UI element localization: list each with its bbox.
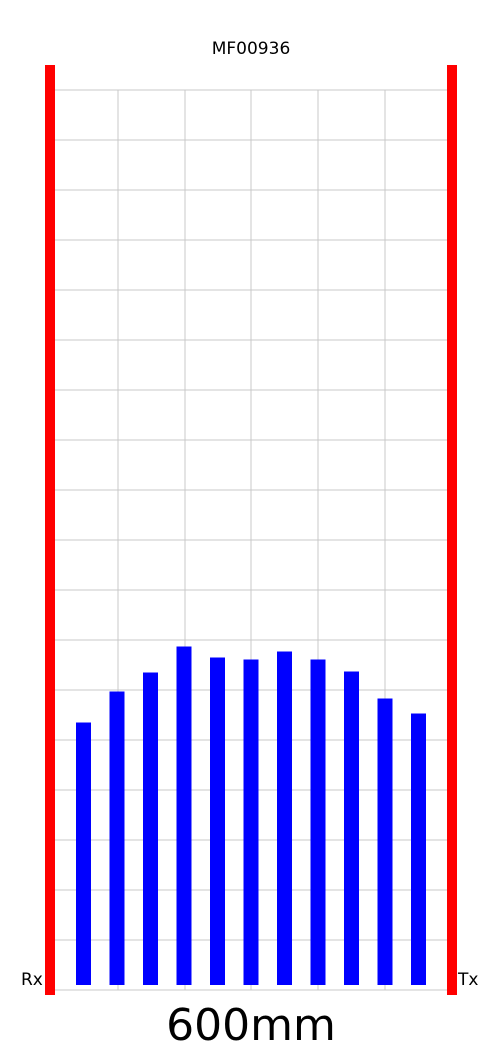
- beam-bar: [344, 671, 359, 985]
- beam-bar: [210, 657, 225, 985]
- transmitter-label: Tx: [457, 970, 478, 990]
- transmitter-bar: [447, 65, 457, 995]
- beam-bar: [310, 659, 326, 985]
- beam-bar: [109, 691, 125, 985]
- chart-title: MF00936: [212, 39, 291, 59]
- beam-bar: [243, 659, 259, 985]
- beam-bar: [277, 651, 292, 985]
- beam-bar: [176, 646, 192, 985]
- beam-bars: [76, 646, 426, 985]
- receiver-bar: [45, 65, 55, 995]
- beam-bar: [143, 672, 158, 985]
- beam-bar: [377, 698, 393, 985]
- beam-bar: [76, 722, 91, 985]
- receiver-label: Rx: [21, 970, 43, 990]
- beam-bar: [411, 713, 426, 985]
- distance-label: 600mm: [166, 1000, 336, 1050]
